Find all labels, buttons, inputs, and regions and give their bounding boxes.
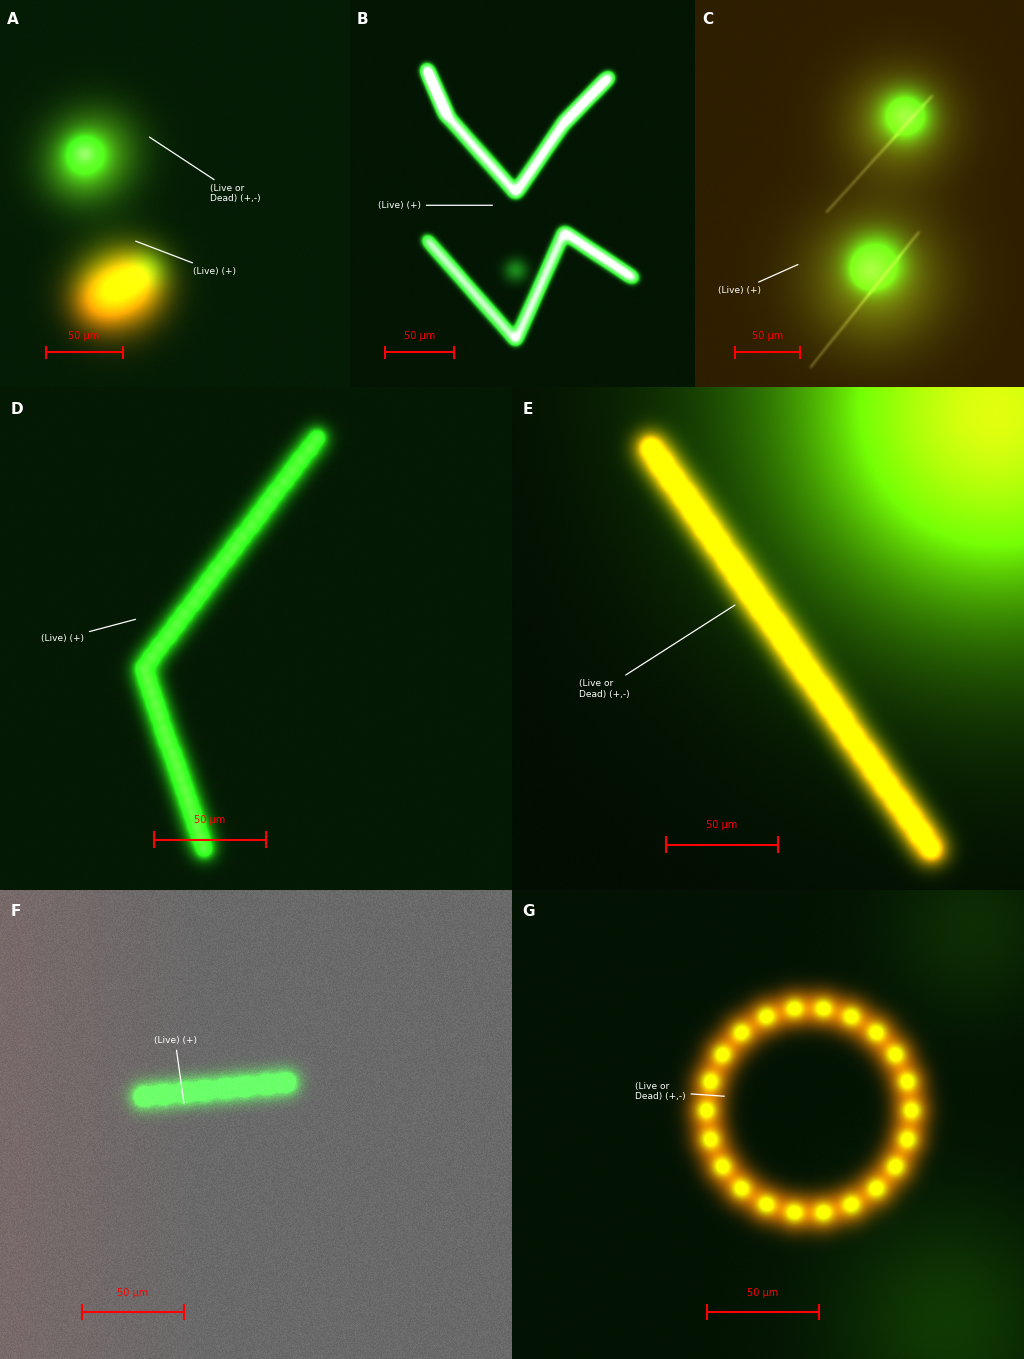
Text: D: D: [10, 402, 23, 417]
Text: G: G: [522, 904, 535, 919]
Text: 50 μm: 50 μm: [403, 330, 435, 341]
Text: E: E: [522, 402, 532, 417]
Text: (Live or
Dead) (+,-): (Live or Dead) (+,-): [635, 1082, 724, 1101]
Text: (Live or
Dead) (+,-): (Live or Dead) (+,-): [579, 605, 735, 699]
Text: (Live) (+): (Live) (+): [718, 265, 798, 295]
Text: 50 μm: 50 μm: [752, 330, 783, 341]
Text: 50 μm: 50 μm: [748, 1288, 778, 1298]
Text: 50 μm: 50 μm: [195, 815, 225, 825]
Text: (Live) (+): (Live) (+): [154, 1036, 197, 1104]
Text: 50 μm: 50 μm: [69, 330, 99, 341]
Text: (Live or
Dead) (+,-): (Live or Dead) (+,-): [150, 137, 261, 204]
Text: (Live) (+): (Live) (+): [41, 620, 135, 643]
Text: C: C: [701, 12, 713, 27]
Text: 50 μm: 50 μm: [118, 1288, 148, 1298]
Text: (Live) (+): (Live) (+): [135, 241, 236, 276]
Text: B: B: [357, 12, 369, 27]
Text: F: F: [10, 904, 20, 919]
Text: (Live) (+): (Live) (+): [378, 201, 493, 209]
Text: 50 μm: 50 μm: [707, 819, 737, 830]
Text: A: A: [7, 12, 18, 27]
